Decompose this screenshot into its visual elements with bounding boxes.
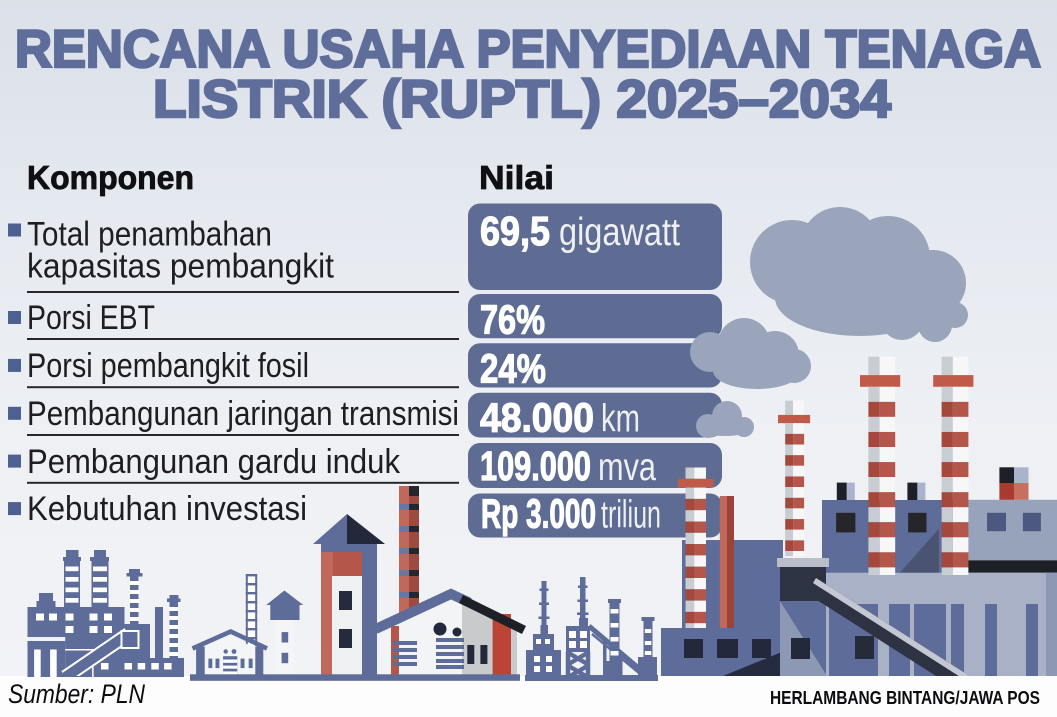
svg-text:LISTRIK (RUPTL) 2025–2034: LISTRIK (RUPTL) 2025–2034 (153, 70, 892, 129)
svg-text:mva: mva (598, 446, 656, 489)
svg-text:RENCANA USAHA PENYEDIAAN TENAG: RENCANA USAHA PENYEDIAAN TENAGA (15, 20, 1041, 79)
svg-text:Rp 3.000: Rp 3.000 (481, 491, 596, 537)
svg-text:Porsi pembangkit fosil: Porsi pembangkit fosil (27, 347, 309, 385)
svg-text:Pembangunan jaringan transmisi: Pembangunan jaringan transmisi (27, 395, 459, 433)
svg-text:kapasitas pembangkit: kapasitas pembangkit (27, 247, 335, 285)
svg-text:Sumber: PLN: Sumber: PLN (8, 679, 145, 709)
svg-text:gigawatt: gigawatt (559, 211, 680, 254)
svg-text:Kebutuhan investasi: Kebutuhan investasi (27, 490, 307, 528)
svg-text:109.000: 109.000 (480, 443, 591, 489)
svg-text:Total penambahan: Total penambahan (27, 215, 272, 253)
svg-text:Nilai: Nilai (479, 159, 554, 196)
svg-text:Porsi EBT: Porsi EBT (27, 299, 155, 337)
svg-text:69,5: 69,5 (480, 208, 550, 254)
svg-text:76%: 76% (480, 297, 545, 343)
svg-text:Pembangunan gardu induk: Pembangunan gardu induk (27, 443, 401, 481)
svg-text:triliun: triliun (601, 494, 661, 537)
svg-text:24%: 24% (480, 346, 546, 392)
svg-text:HERLAMBANG BINTANG/JAWA POS: HERLAMBANG BINTANG/JAWA POS (770, 688, 1040, 708)
svg-text:Komponen: Komponen (27, 159, 194, 196)
svg-text:km: km (601, 398, 640, 441)
svg-text:48.000: 48.000 (480, 395, 594, 441)
